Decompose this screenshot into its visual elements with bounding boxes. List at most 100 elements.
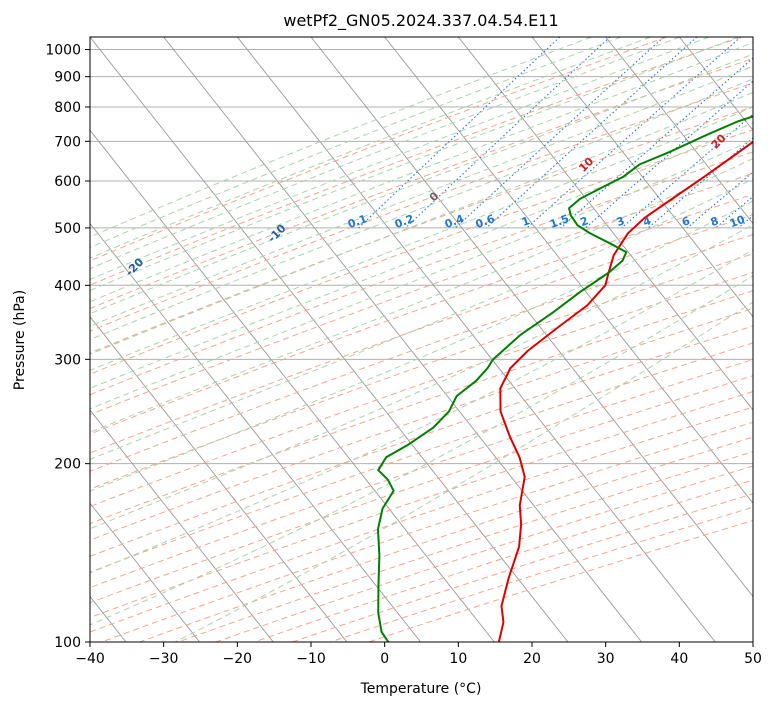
mixing-ratio-label: 1.5 <box>548 212 571 231</box>
x-tick-label: −40 <box>75 651 105 667</box>
mixing-ratio-line <box>647 137 753 229</box>
mixing-ratio-line <box>405 37 611 229</box>
mixing-ratio-line <box>621 113 753 229</box>
dry-adiabat-line <box>292 493 753 642</box>
axis-layer: −40 −30 −20 −10 0 10 20 30 40 50 1000 900 800 700 600 5… <box>45 43 762 667</box>
y-axis-title: Pressure (hPa) <box>12 290 28 390</box>
isotherm-line <box>163 37 642 642</box>
mixing-ratio-label: 10 <box>728 213 747 231</box>
x-axis-title: Temperature (°C) <box>360 681 482 697</box>
moist-adiabat-line <box>90 41 753 303</box>
isotherm-line <box>457 37 753 411</box>
dry-adiabat-line <box>253 479 753 642</box>
isotherm-line <box>90 502 200 642</box>
temperature-profile <box>497 140 753 642</box>
mixing-ratio-label: 1 <box>520 214 532 229</box>
mixing-ratio-line <box>766 37 775 228</box>
adiabat-layer <box>90 37 753 642</box>
y-tick-label: 700 <box>54 134 81 150</box>
dry-adiabat-line <box>368 519 753 642</box>
mixing-ratio-label: 8 <box>709 214 721 229</box>
moist-adiabat-line <box>90 65 753 327</box>
isotherm-line <box>236 37 716 642</box>
moist-adiabat-line <box>174 301 753 642</box>
moist-adiabat-line <box>90 37 739 291</box>
x-tick-label: 0 <box>380 651 389 667</box>
moist-adiabat-line <box>90 139 753 410</box>
moist-adiabat-line <box>90 37 592 238</box>
moist-adiabat-line <box>90 224 753 530</box>
dry-adiabat-line <box>215 465 753 642</box>
dry-adiabat-line <box>90 37 667 262</box>
chart-title: wetPf2_GN05.2024.337.04.54.E11 <box>283 11 558 31</box>
adiabat-label: -30 <box>0 290 7 313</box>
isotherm-line <box>310 37 753 598</box>
mixing-ratio-label: 4 <box>641 214 653 229</box>
dewpoint-profile <box>376 115 753 642</box>
dry-adiabat-line <box>90 193 753 435</box>
y-tick-label: 900 <box>54 70 81 86</box>
y-tick-label: 300 <box>54 352 81 368</box>
moist-adiabat-line <box>90 53 753 315</box>
x-tick-label: 30 <box>597 651 615 667</box>
mixing-ratio-label: 0.6 <box>474 212 497 231</box>
x-tick-label: 40 <box>670 651 688 667</box>
mixing-ratio-label: 0.1 <box>346 212 369 231</box>
moist-adiabat-line <box>90 249 753 574</box>
x-tick-label: 20 <box>523 651 541 667</box>
dry-adiabat-line <box>90 358 753 589</box>
dry-adiabat-line <box>90 342 753 573</box>
isotherm-line <box>90 409 274 642</box>
dry-adiabat-line <box>90 325 753 557</box>
series-layer <box>376 115 753 642</box>
y-tick-label: 600 <box>54 174 81 190</box>
x-tick-label: 50 <box>744 651 762 667</box>
moist-adiabat-line <box>90 157 753 433</box>
x-tick-label: −10 <box>296 651 326 667</box>
isotherm-line <box>90 222 421 642</box>
y-tick-label: 800 <box>54 100 81 116</box>
mixing-ratio-label: 13 <box>755 213 774 230</box>
plot-frame <box>89 36 754 643</box>
mixing-ratio-label: 3 <box>615 214 627 229</box>
mixing-ratio-label: 2 <box>578 214 590 229</box>
dry-adiabat-line <box>90 106 753 354</box>
isotherm-line <box>90 316 348 642</box>
dry-adiabat-line <box>90 151 753 396</box>
moist-adiabat-line <box>90 275 753 626</box>
moist-adiabat-line <box>90 122 753 389</box>
dry-adiabat-line <box>90 82 753 332</box>
x-tick-label: −20 <box>223 651 253 667</box>
moist-adiabat-line <box>90 178 753 460</box>
dry-adiabat-line <box>330 506 753 642</box>
mixing-ratio-line <box>526 37 742 229</box>
moist-adiabat-line <box>90 200 753 492</box>
isotherm-line <box>384 37 753 504</box>
moist-adiabat-line <box>90 37 651 259</box>
y-tick-label: 100 <box>54 635 81 651</box>
moist-adiabat-line <box>90 37 710 280</box>
y-tick-label: 200 <box>54 457 81 473</box>
dry-adiabat-line <box>90 172 753 416</box>
isotherm-line <box>752 37 753 38</box>
x-tick-label: −30 <box>149 651 179 667</box>
isotherm-line <box>90 129 495 642</box>
isotherm-line <box>90 37 569 642</box>
mixing-ratio-label: 0.2 <box>393 212 416 231</box>
x-tick-label: 10 <box>449 651 467 667</box>
moist-adiabat-line <box>90 37 681 270</box>
y-tick-label: 1000 <box>45 43 81 59</box>
isotherm-line <box>605 37 753 225</box>
mixing-ratio-layer <box>358 37 775 229</box>
mixing-ratio-label: 6 <box>680 214 692 229</box>
dry-adiabat-line <box>90 129 753 375</box>
mixing-ratio-line <box>485 37 698 229</box>
mixing-ratio-line <box>560 57 753 229</box>
y-tick-label: 400 <box>54 278 81 294</box>
isotherm-line <box>531 37 753 318</box>
mixing-ratio-label: 0.4 <box>443 212 466 231</box>
dry-adiabat-line <box>90 57 753 310</box>
dry-adiabat-line <box>90 375 753 604</box>
grid-layer <box>90 37 753 642</box>
